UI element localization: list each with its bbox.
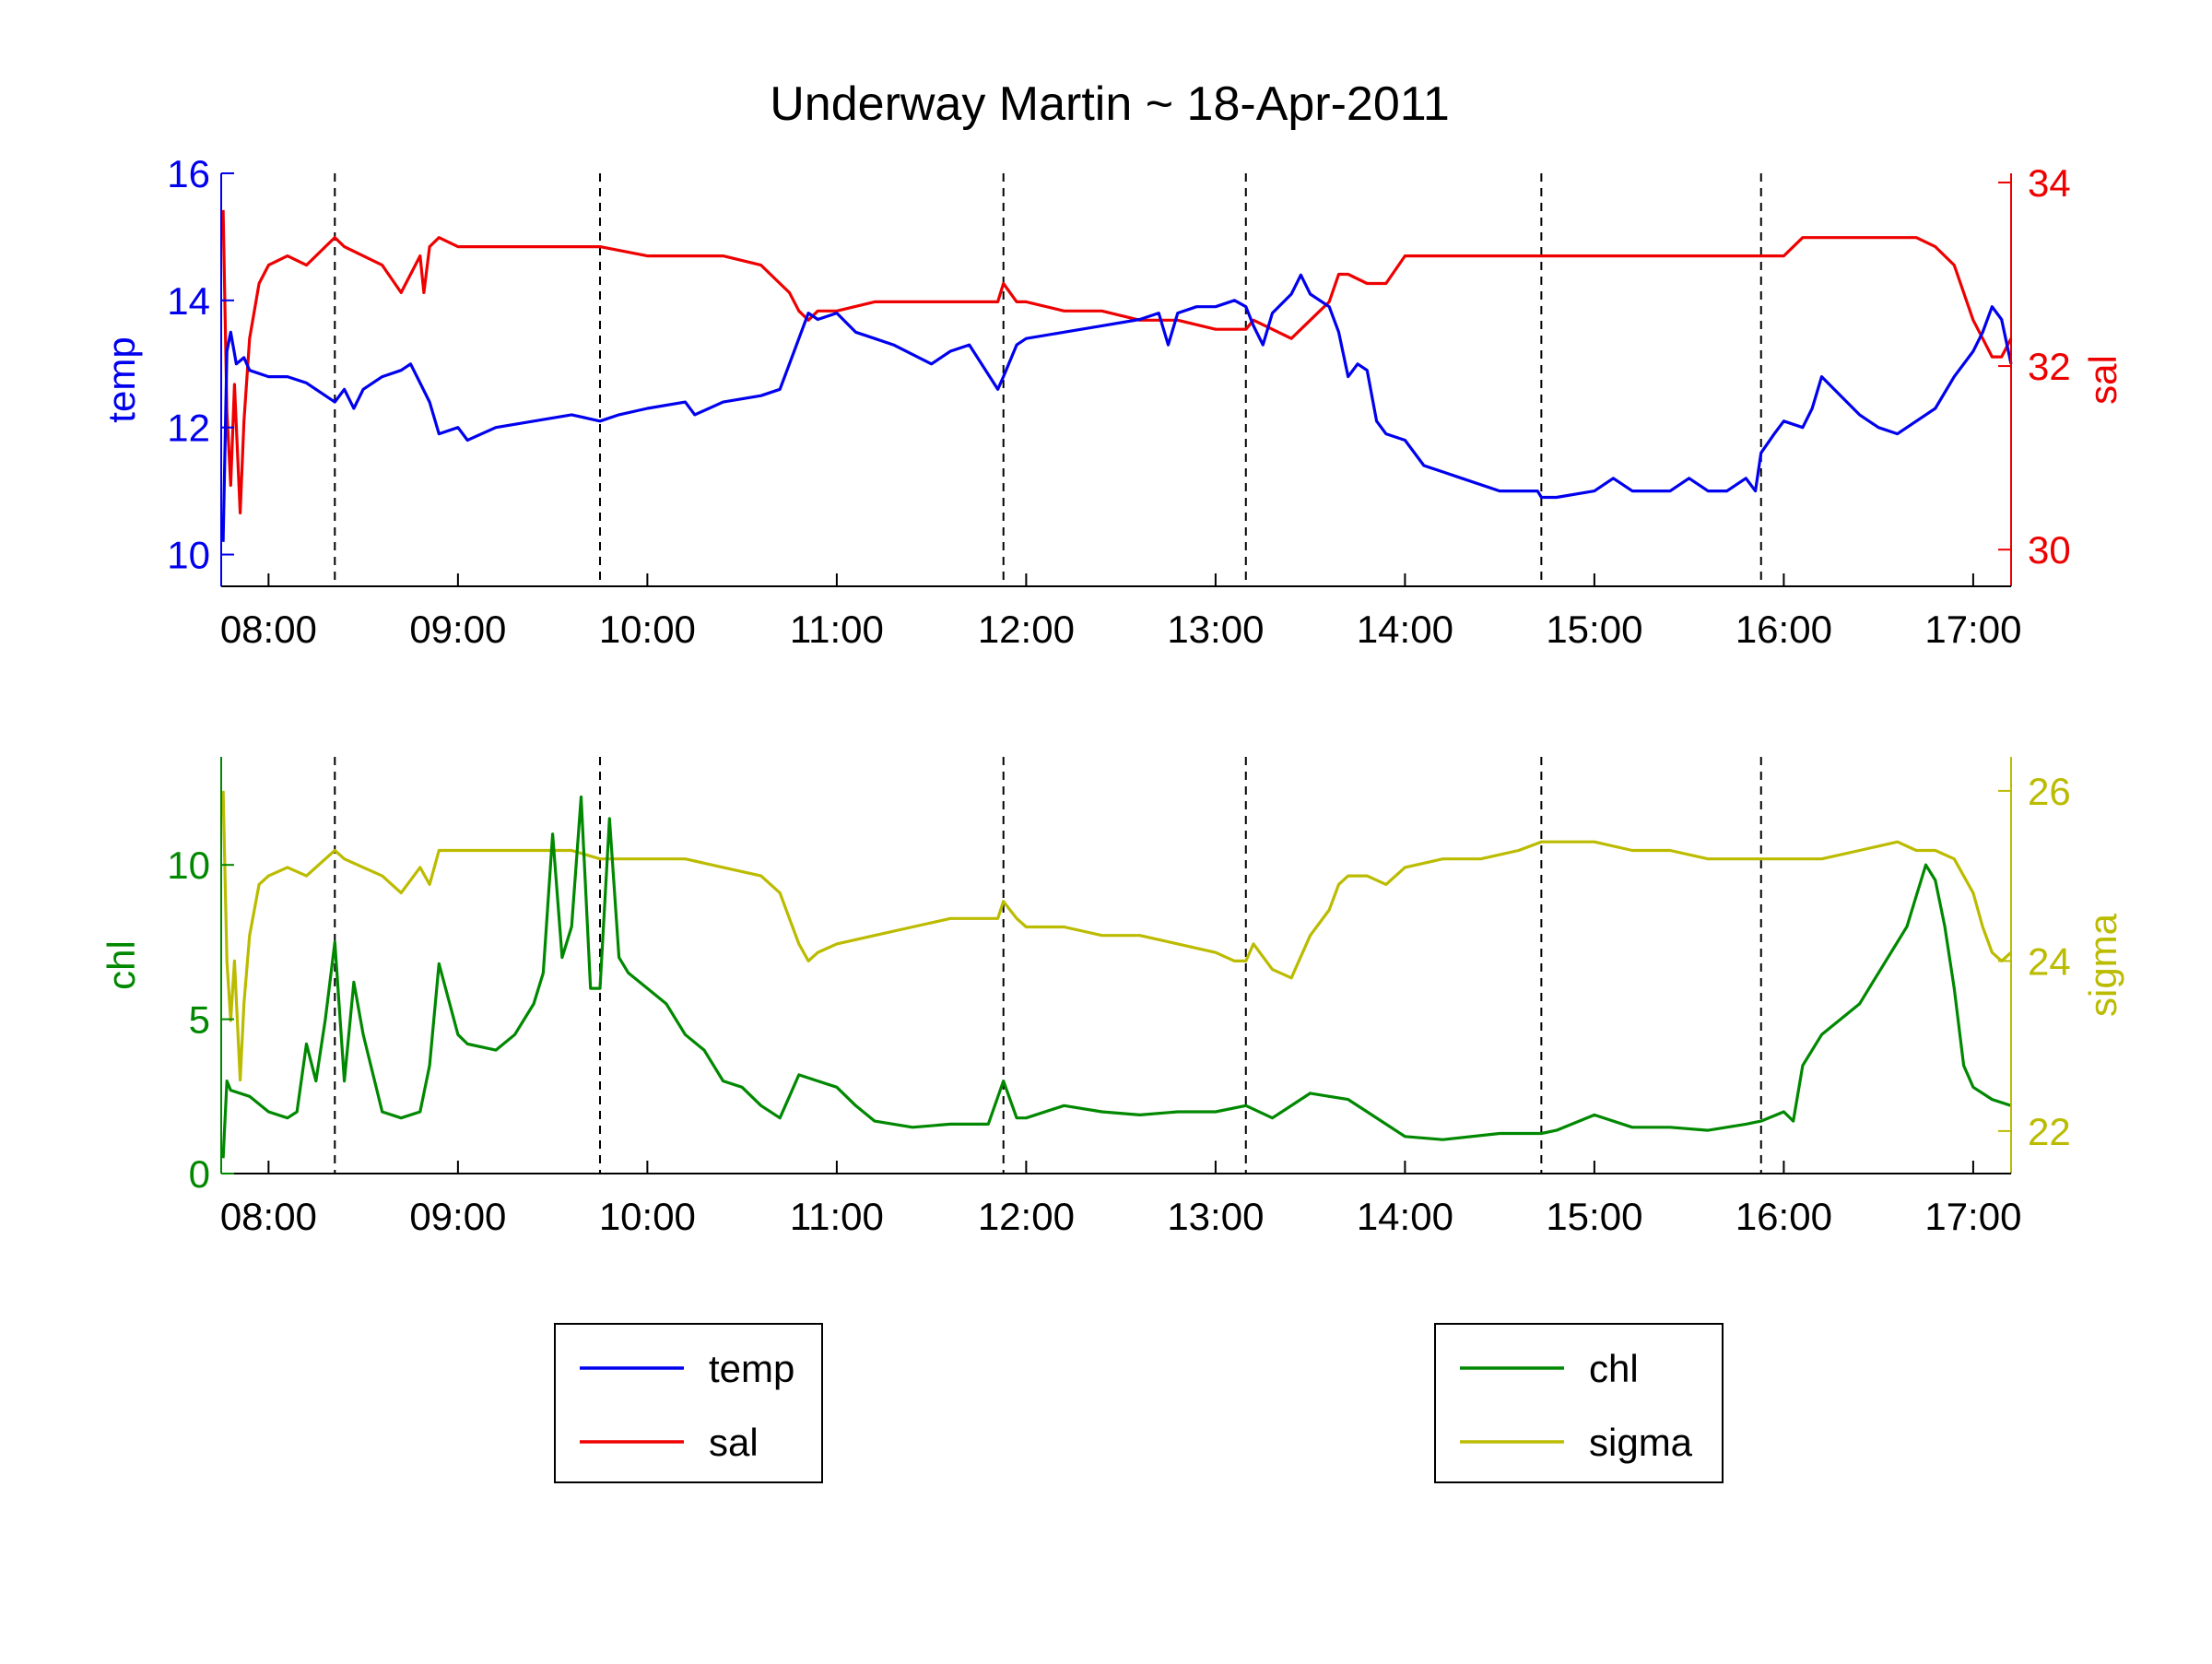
series-line-sigma bbox=[221, 790, 2013, 1082]
left-y-tick-label-0: 0 bbox=[189, 1152, 210, 1196]
left-y-tick-label-3: 16 bbox=[167, 152, 210, 195]
left-y-axis-label: temp bbox=[100, 336, 143, 422]
right-y-tick-label-2: 34 bbox=[2028, 161, 2071, 205]
x-tick-label-6: 14:00 bbox=[1357, 1195, 1453, 1238]
legend-label-sigma: sigma bbox=[1589, 1421, 1693, 1464]
chart-title: Underway Martin ~ 18-Apr-2011 bbox=[770, 77, 1450, 131]
x-tick-label-5: 13:00 bbox=[1167, 608, 1264, 651]
left-y-tick-label-1: 12 bbox=[167, 407, 210, 450]
x-tick-label-3: 11:00 bbox=[790, 1195, 884, 1238]
x-tick-label-4: 12:00 bbox=[978, 608, 1075, 651]
x-tick-label-9: 17:00 bbox=[1924, 1195, 2021, 1238]
x-tick-label-6: 14:00 bbox=[1357, 608, 1453, 651]
x-tick-label-8: 16:00 bbox=[1735, 1195, 1832, 1238]
x-tick-label-3: 11:00 bbox=[790, 608, 884, 651]
left-y-tick-label-0: 10 bbox=[167, 534, 210, 577]
left-y-axis-label: chl bbox=[100, 940, 143, 990]
right-y-tick-label-0: 30 bbox=[2028, 528, 2071, 572]
bottom-panel: 08:00 09:00 10:00 11:00 12:00 13:00 14:00 15:00… bbox=[100, 757, 2124, 1238]
right-y-tick-label-1: 24 bbox=[2028, 939, 2071, 983]
x-tick-label-7: 15:00 bbox=[1546, 608, 1642, 651]
x-tick-label-0: 08:00 bbox=[220, 608, 317, 651]
x-tick-label-2: 10:00 bbox=[599, 608, 696, 651]
legend-box bbox=[554, 1323, 823, 1483]
x-tick-label-1: 09:00 bbox=[409, 608, 506, 651]
left-y-tick-label-2: 14 bbox=[167, 279, 210, 323]
right-y-axis-label: sigma bbox=[2081, 913, 2124, 1017]
x-tick-label-8: 16:00 bbox=[1735, 608, 1832, 651]
x-tick-label-1: 09:00 bbox=[409, 1195, 506, 1238]
x-tick-label-4: 12:00 bbox=[978, 1195, 1075, 1238]
right-y-axis-label: sal bbox=[2081, 355, 2124, 405]
left-y-tick-label-2: 10 bbox=[167, 844, 210, 887]
x-tick-label-2: 10:00 bbox=[599, 1195, 696, 1238]
legend-label-chl: chl bbox=[1589, 1347, 1639, 1390]
right-y-tick-label-1: 32 bbox=[2028, 345, 2071, 388]
series-line-temp bbox=[221, 273, 2013, 542]
x-tick-label-9: 17:00 bbox=[1924, 608, 2021, 651]
right-y-tick-label-2: 26 bbox=[2028, 770, 2071, 813]
left-y-tick-label-1: 5 bbox=[189, 998, 210, 1042]
legend-temp-sal: temp sal bbox=[554, 1323, 823, 1483]
series-line-chl bbox=[221, 795, 2012, 1159]
legend-box bbox=[1434, 1323, 1724, 1483]
legend-label-temp: temp bbox=[709, 1347, 794, 1390]
top-panel: 08:00 09:00 10:00 11:00 12:00 13:00 14:00 15:00… bbox=[100, 152, 2124, 651]
x-tick-label-7: 15:00 bbox=[1546, 1195, 1642, 1238]
series-line-sal bbox=[221, 209, 2013, 515]
x-tick-label-0: 08:00 bbox=[220, 1195, 317, 1238]
legend-label-sal: sal bbox=[709, 1421, 759, 1464]
legend-chl-sigma: chl sigma bbox=[1434, 1323, 1724, 1483]
right-y-tick-label-0: 22 bbox=[2028, 1110, 2071, 1153]
x-tick-label-5: 13:00 bbox=[1167, 1195, 1264, 1238]
